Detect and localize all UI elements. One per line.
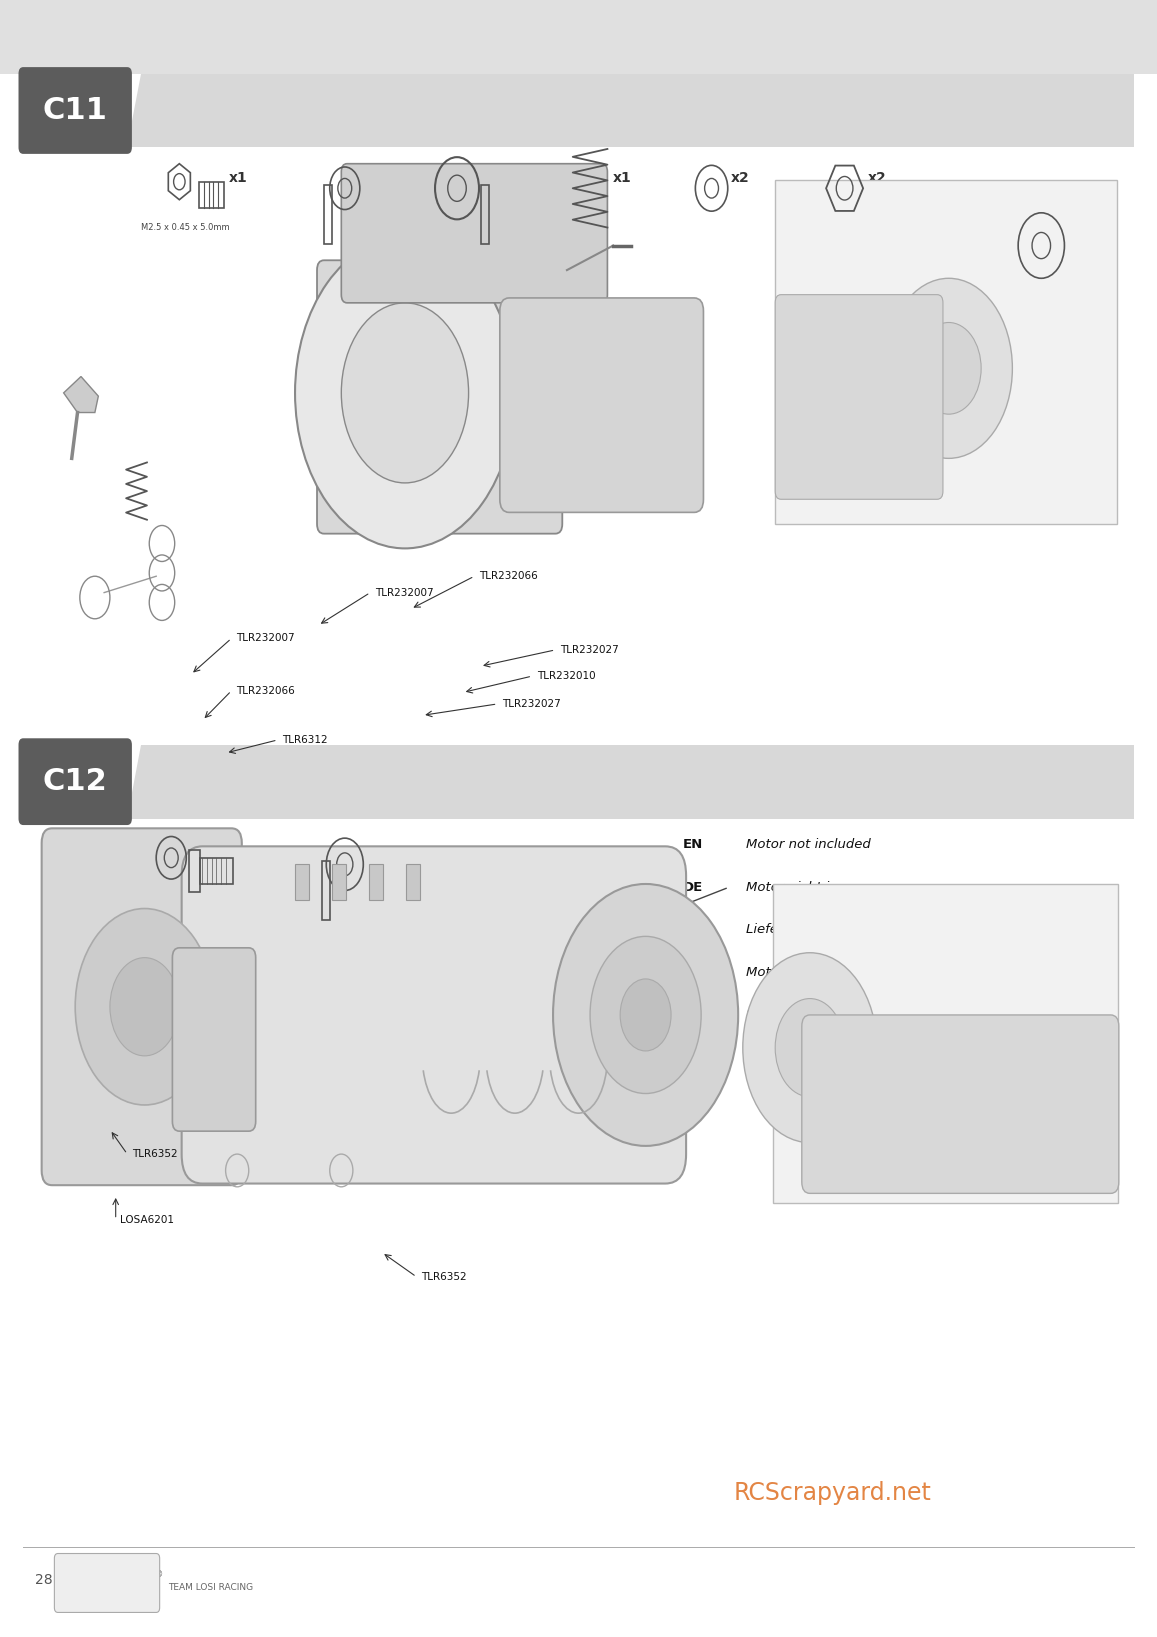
Circle shape (885, 278, 1012, 458)
Bar (324, 185, 332, 244)
Text: Lieferumfang enthalten: Lieferumfang enthalten (746, 923, 902, 936)
FancyBboxPatch shape (182, 846, 686, 1184)
Text: ES: ES (683, 1051, 701, 1064)
Text: TLR232066: TLR232066 (236, 686, 295, 696)
Polygon shape (64, 377, 98, 413)
Circle shape (590, 936, 701, 1094)
Text: ®: ® (155, 1570, 163, 1580)
Bar (406, 864, 420, 900)
Text: TLR: TLR (88, 1575, 125, 1591)
Circle shape (110, 958, 179, 1056)
Circle shape (620, 979, 671, 1051)
Text: RCScrapyard.net: RCScrapyard.net (734, 1481, 933, 1504)
FancyBboxPatch shape (42, 828, 242, 1185)
Text: 3.2 x 0.7 x 0.5mm: 3.2 x 0.7 x 0.5mm (293, 900, 383, 910)
Circle shape (553, 884, 738, 1146)
FancyBboxPatch shape (54, 1554, 160, 1612)
Bar (773, 884, 1118, 1203)
Text: x2: x2 (868, 172, 886, 185)
Text: 28: 28 (35, 1573, 53, 1586)
Text: x2: x2 (368, 848, 386, 861)
Circle shape (75, 909, 214, 1105)
FancyBboxPatch shape (802, 1015, 1119, 1193)
Bar (481, 185, 489, 244)
Text: TLR232066: TLR232066 (479, 571, 538, 581)
Text: x2: x2 (238, 848, 257, 861)
Text: TLR232007: TLR232007 (375, 588, 434, 598)
Bar (322, 861, 330, 920)
Text: DE: DE (683, 881, 703, 894)
FancyBboxPatch shape (19, 67, 132, 154)
Text: TLR232027: TLR232027 (502, 699, 561, 709)
Bar (295, 864, 309, 900)
Circle shape (341, 303, 469, 483)
Circle shape (743, 953, 877, 1143)
Text: TLR6352: TLR6352 (421, 1272, 466, 1282)
Text: LOSA6201: LOSA6201 (120, 1215, 175, 1224)
FancyBboxPatch shape (172, 948, 256, 1131)
Text: Motor no incluido: Motor no incluido (746, 1051, 861, 1064)
Bar (369, 864, 383, 900)
Bar (332, 864, 346, 900)
Polygon shape (127, 745, 1134, 818)
FancyBboxPatch shape (341, 164, 607, 303)
Text: x1: x1 (364, 172, 383, 185)
Text: x1: x1 (229, 172, 248, 185)
Text: Motor nicht im: Motor nicht im (746, 881, 842, 894)
FancyBboxPatch shape (775, 295, 943, 499)
Bar (199, 182, 224, 208)
Bar (0, 0, 1157, 74)
Circle shape (916, 322, 981, 414)
Text: TLR232010: TLR232010 (537, 671, 596, 681)
Bar (775, 180, 1117, 524)
Polygon shape (127, 74, 1134, 147)
Text: x1: x1 (613, 172, 632, 185)
Text: M2.5 x 0.45 x 5.0mm: M2.5 x 0.45 x 5.0mm (141, 223, 229, 231)
Text: TLR6312: TLR6312 (282, 735, 327, 745)
Text: x1: x1 (1067, 228, 1085, 241)
Text: FR: FR (683, 966, 702, 979)
Text: x1: x1 (495, 172, 514, 185)
Text: TLR232027: TLR232027 (560, 645, 619, 655)
Text: x2: x2 (731, 172, 750, 185)
Text: TEAM LOSI RACING: TEAM LOSI RACING (168, 1583, 253, 1593)
Text: Motore non incluso: Motore non incluso (746, 1008, 872, 1021)
Text: IT: IT (683, 1008, 697, 1021)
Text: TLR6352: TLR6352 (132, 1149, 177, 1159)
FancyBboxPatch shape (500, 298, 703, 512)
Text: C12: C12 (43, 768, 108, 796)
Text: M3 x 6mm: M3 x 6mm (177, 900, 228, 910)
Text: EN: EN (683, 838, 703, 851)
Text: Moteur non fourni: Moteur non fourni (746, 966, 865, 979)
Text: Motor not included: Motor not included (746, 838, 871, 851)
Text: C11: C11 (43, 97, 108, 124)
Bar (189, 850, 200, 892)
Circle shape (775, 999, 845, 1097)
FancyBboxPatch shape (19, 738, 132, 825)
Circle shape (295, 237, 515, 548)
FancyBboxPatch shape (317, 260, 562, 534)
Text: TLR232007: TLR232007 (236, 634, 295, 643)
Bar (200, 858, 233, 884)
